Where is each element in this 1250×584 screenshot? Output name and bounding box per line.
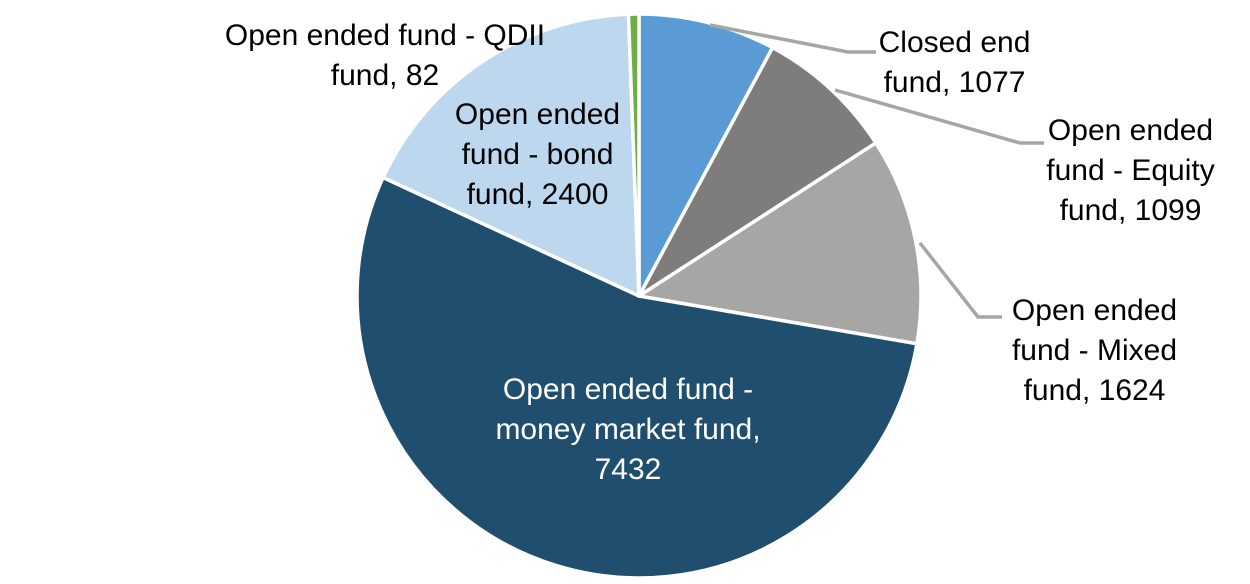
- label-line: fund, 1099: [1059, 194, 1202, 227]
- label-line: fund, 1077: [883, 66, 1026, 99]
- label-line: fund - bond: [461, 138, 614, 171]
- label-line: Open ended: [454, 98, 621, 131]
- label-line: Open ended: [1047, 114, 1214, 147]
- leader-line-open-ended-fund-equity: [834, 88, 1044, 145]
- label-line: 7432: [594, 453, 662, 486]
- label-line: fund, 1624: [1023, 374, 1166, 407]
- pie-slice-open-ended-fund-equity-fund: [637, 45, 878, 298]
- label-open-ended-fund-equity: Open ended fund - Equity fund, 1099: [1028, 111, 1233, 231]
- label-line: fund, 2400: [466, 178, 609, 211]
- label-open-ended-fund-money-market: Open ended fund - money market fund, 743…: [477, 370, 779, 490]
- label-open-ended-fund-qdii: Open ended fund - QDII fund, 82: [185, 16, 585, 96]
- label-line: fund - Equity: [1046, 154, 1215, 187]
- label-line: Open ended fund - QDII: [224, 19, 546, 52]
- pie-slice-open-ended-fund-qdii-fund: [626, 12, 641, 298]
- label-line: money market fund,: [495, 413, 761, 446]
- leader-line-closed-end-fund: [709, 23, 876, 54]
- label-line: Open ended fund -: [502, 373, 754, 406]
- label-open-ended-fund-mixed: Open ended fund - Mixed fund, 1624: [992, 291, 1197, 411]
- label-open-ended-fund-bond: Open ended fund - bond fund, 2400: [435, 95, 640, 215]
- label-line: fund, 82: [330, 59, 440, 92]
- label-closed-end-fund: Closed end fund, 1077: [852, 23, 1057, 103]
- label-line: Closed end: [878, 26, 1031, 59]
- label-line: Open ended: [1011, 294, 1178, 327]
- pie-slice-open-ended-fund-money-market-fund: [355, 175, 919, 580]
- pie-slice-open-ended-fund-bond-fund: [381, 12, 641, 298]
- leader-line-open-ended-fund-mixed: [918, 241, 1002, 319]
- pie-slice-open-ended-fund-mixed-fund: [637, 141, 923, 346]
- pie-slice-closed-end-fund: [637, 12, 775, 298]
- label-line: fund - Mixed: [1011, 334, 1178, 367]
